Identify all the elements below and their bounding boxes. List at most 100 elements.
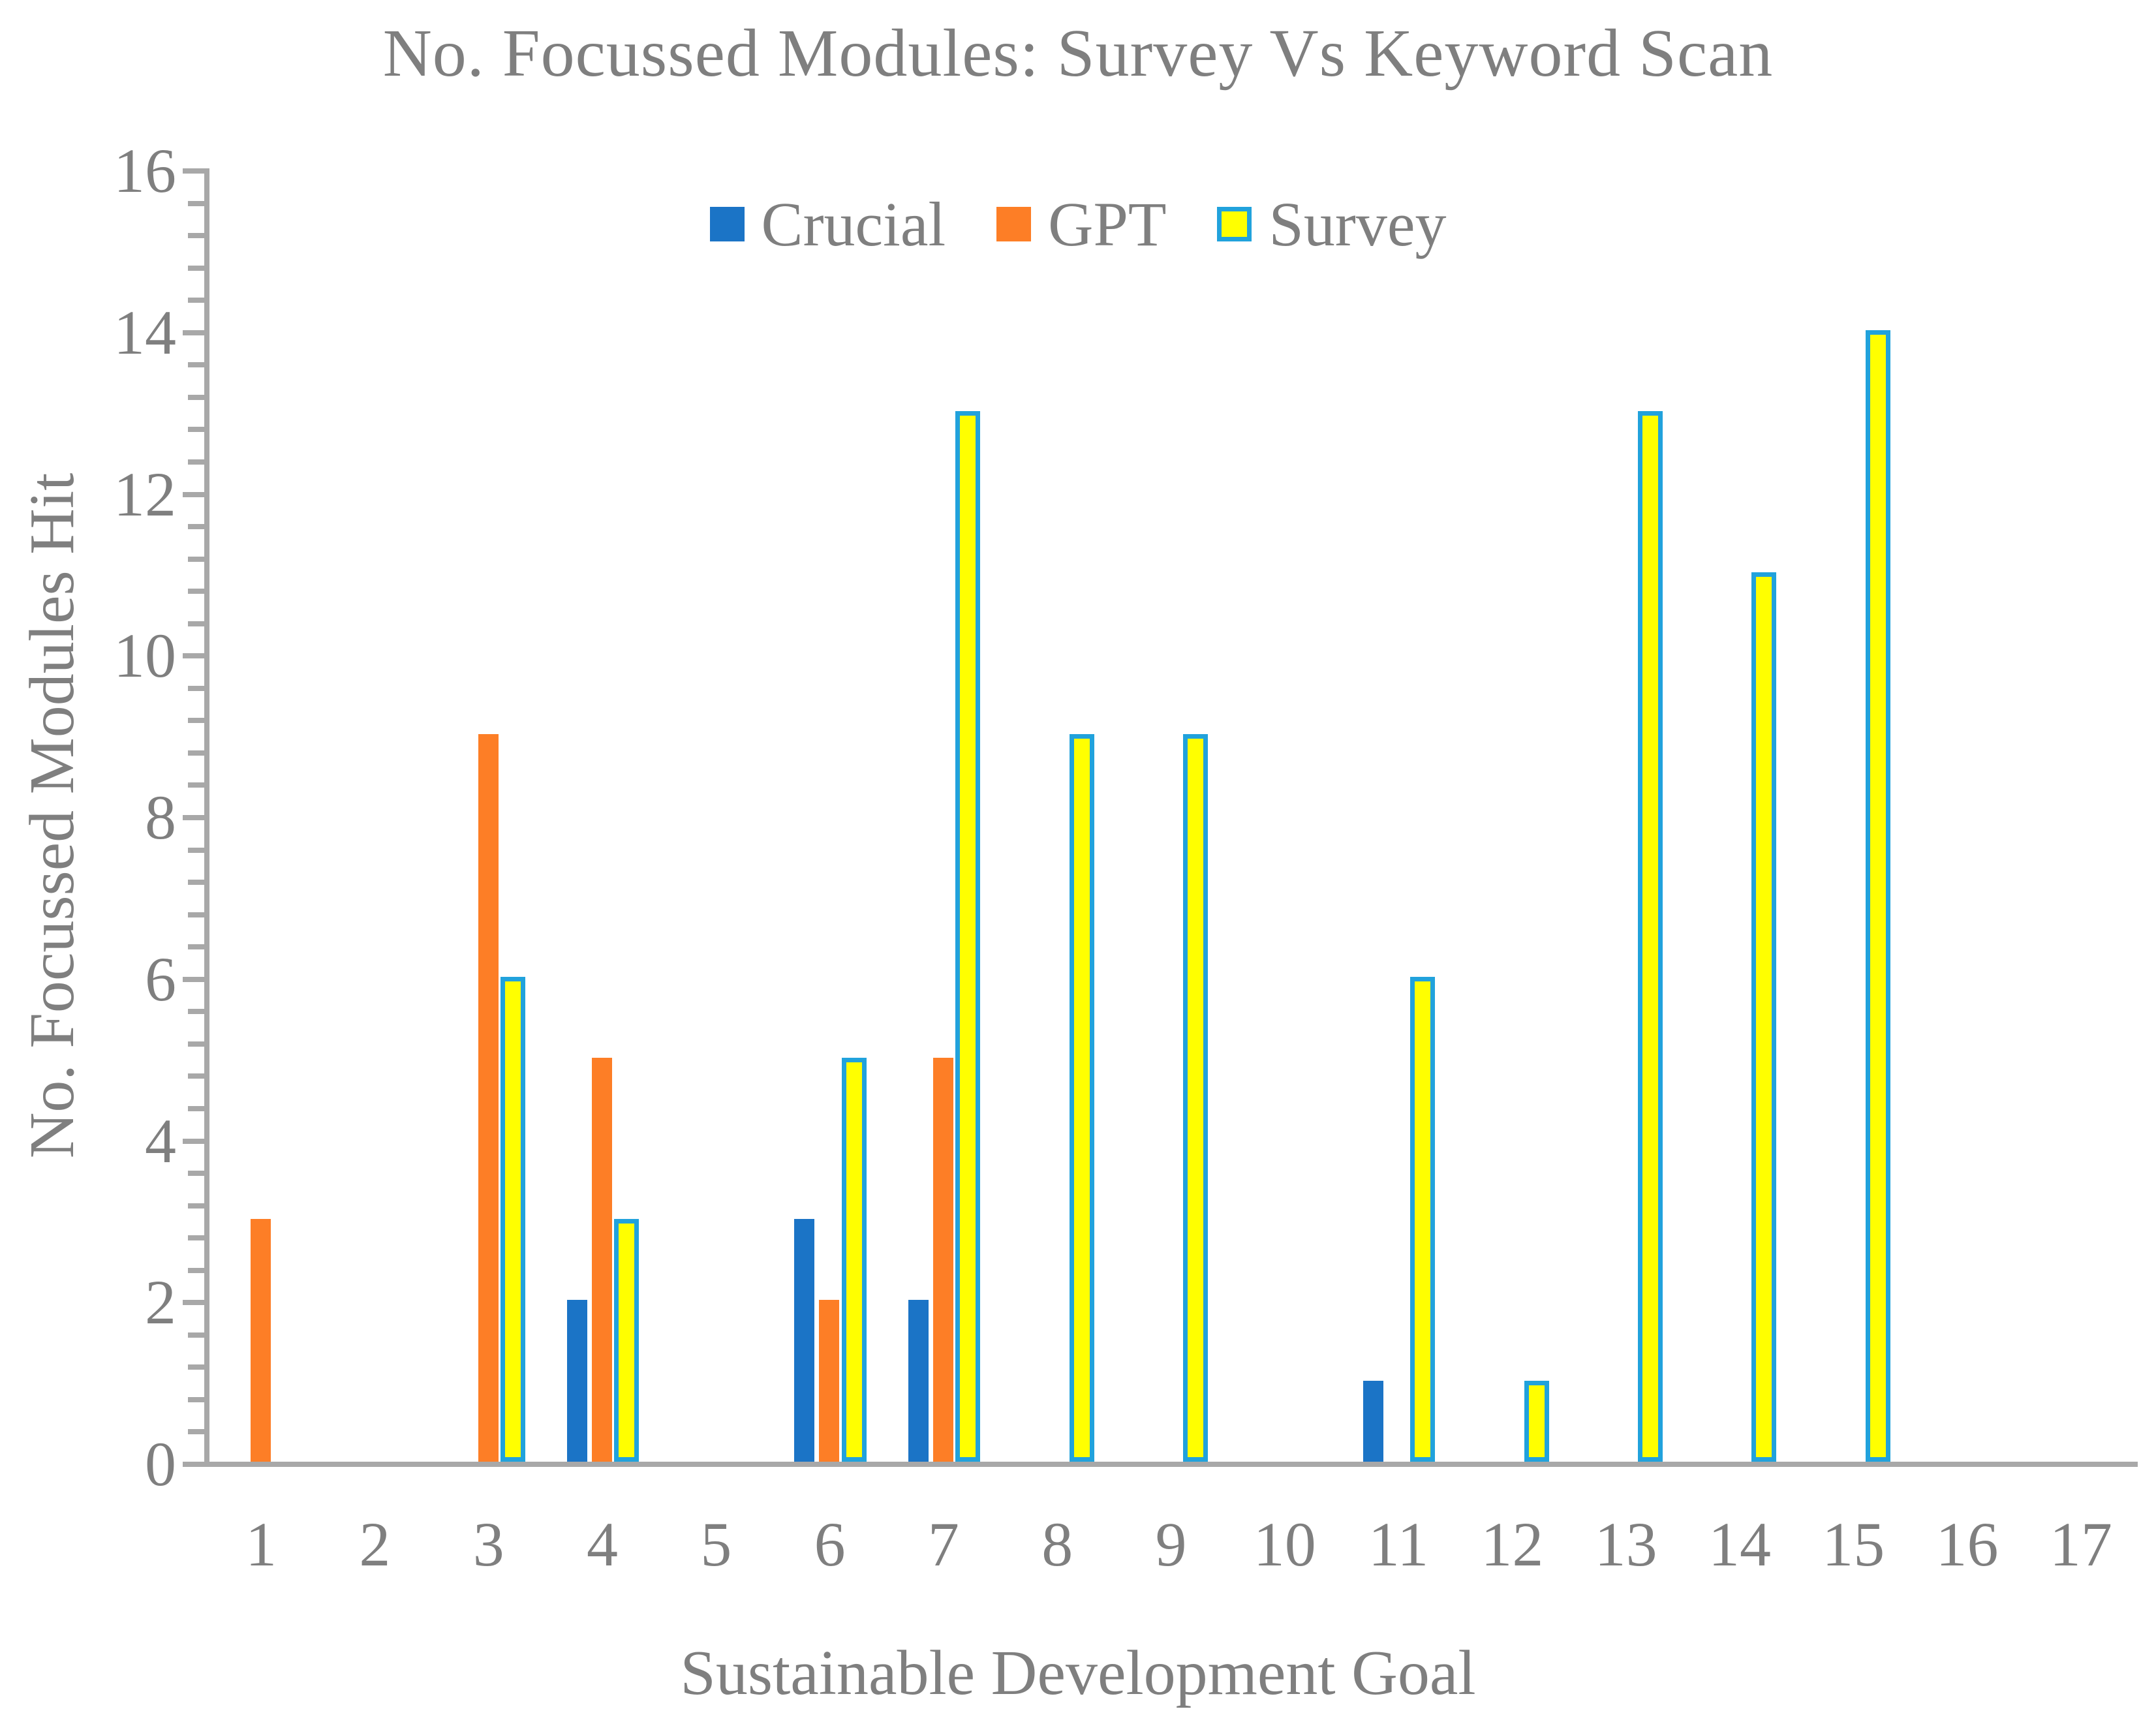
bar-survey-sdg9 <box>1182 734 1208 1462</box>
bar-survey-sdg12 <box>1524 1381 1549 1462</box>
legend-swatch-survey <box>1217 206 1252 241</box>
x-tick-label-6: 6 <box>814 1509 846 1579</box>
legend-label-survey: Survey <box>1269 189 1447 259</box>
y-minor-tick <box>188 750 204 756</box>
bar-gpt-sdg6 <box>819 1300 840 1462</box>
y-minor-tick <box>188 912 204 917</box>
y-minor-tick <box>188 298 204 303</box>
y-minor-tick <box>188 394 204 400</box>
legend-item-gpt: GPT <box>996 188 1166 260</box>
y-major-tick <box>183 168 204 174</box>
y-minor-tick <box>188 1203 204 1209</box>
bar-survey-sdg15 <box>1865 330 1890 1462</box>
y-minor-tick <box>188 1396 204 1402</box>
bar-survey-sdg8 <box>1069 734 1094 1462</box>
y-minor-tick <box>188 1267 204 1273</box>
y-minor-tick <box>188 362 204 368</box>
bar-survey-sdg14 <box>1751 572 1777 1462</box>
x-tick-label-14: 14 <box>1708 1509 1771 1579</box>
legend-item-crucial: Crucial <box>709 188 946 260</box>
y-major-tick <box>183 330 204 335</box>
x-axis-line <box>183 1462 2138 1467</box>
y-minor-tick <box>188 1332 204 1338</box>
bar-survey-sdg3 <box>501 976 526 1462</box>
x-tick-label-3: 3 <box>472 1509 504 1579</box>
x-tick-label-4: 4 <box>587 1509 619 1579</box>
y-tick-label-14: 14 <box>114 297 176 367</box>
x-tick-label-13: 13 <box>1594 1509 1657 1579</box>
bar-gpt-sdg4 <box>591 1057 612 1462</box>
y-tick-label-8: 8 <box>145 782 176 852</box>
y-minor-tick <box>188 265 204 271</box>
x-tick-label-1: 1 <box>245 1509 277 1579</box>
y-minor-tick <box>188 427 204 433</box>
x-tick-label-10: 10 <box>1253 1509 1316 1579</box>
y-major-tick <box>183 976 204 982</box>
y-tick-label-0: 0 <box>145 1429 176 1499</box>
y-minor-tick <box>188 524 204 530</box>
y-axis-line <box>204 168 209 1467</box>
legend-swatch-gpt <box>996 206 1032 241</box>
legend: Crucial GPT Survey <box>0 188 2156 260</box>
bar-crucial-sdg4 <box>566 1300 587 1462</box>
y-minor-tick <box>188 589 204 594</box>
y-minor-tick <box>188 1429 204 1435</box>
bar-gpt-sdg3 <box>478 734 499 1462</box>
legend-label-gpt: GPT <box>1048 189 1167 259</box>
x-tick-label-17: 17 <box>2049 1509 2112 1579</box>
y-major-tick <box>183 491 204 497</box>
y-minor-tick <box>188 459 204 465</box>
y-tick-label-6: 6 <box>145 944 176 1014</box>
x-tick-label-9: 9 <box>1155 1509 1187 1579</box>
y-minor-tick <box>188 944 204 950</box>
y-minor-tick <box>188 1171 204 1177</box>
y-minor-tick <box>188 1073 204 1079</box>
bar-crucial-sdg11 <box>1363 1381 1383 1462</box>
legend-label-crucial: Crucial <box>761 189 946 259</box>
x-axis-title: Sustainable Development Goal <box>680 1638 1476 1708</box>
bar-survey-sdg7 <box>955 410 981 1462</box>
x-tick-label-2: 2 <box>359 1509 391 1579</box>
bar-gpt-sdg7 <box>932 1057 953 1462</box>
y-minor-tick <box>188 1364 204 1370</box>
y-minor-tick <box>188 200 204 206</box>
y-tick-label-4: 4 <box>145 1105 176 1176</box>
y-minor-tick <box>188 556 204 562</box>
y-major-tick <box>183 1462 204 1467</box>
bar-survey-sdg4 <box>614 1219 639 1462</box>
y-minor-tick <box>188 685 204 691</box>
y-tick-label-10: 10 <box>114 621 176 691</box>
x-tick-label-16: 16 <box>1935 1509 1999 1579</box>
y-minor-tick <box>188 233 204 239</box>
bar-crucial-sdg6 <box>794 1219 815 1462</box>
y-major-tick <box>183 1300 204 1306</box>
y-minor-tick <box>188 1041 204 1047</box>
x-tick-label-11: 11 <box>1368 1509 1429 1579</box>
y-major-tick <box>183 815 204 820</box>
y-major-tick <box>183 653 204 659</box>
y-minor-tick <box>188 880 204 885</box>
bar-survey-sdg6 <box>841 1057 867 1462</box>
y-minor-tick <box>188 782 204 788</box>
y-tick-label-12: 12 <box>114 459 176 529</box>
x-tick-label-8: 8 <box>1041 1509 1073 1579</box>
x-tick-label-5: 5 <box>700 1509 732 1579</box>
y-minor-tick <box>188 1009 204 1015</box>
bar-survey-sdg13 <box>1638 410 1663 1462</box>
y-minor-tick <box>188 847 204 853</box>
y-tick-label-2: 2 <box>145 1267 176 1338</box>
chart-title: No. Focussed Modules: Survey Vs Keyword … <box>382 16 1774 91</box>
x-tick-label-15: 15 <box>1822 1509 1885 1579</box>
x-tick-label-12: 12 <box>1481 1509 1544 1579</box>
y-minor-tick <box>188 621 204 626</box>
bar-gpt-sdg1 <box>251 1219 271 1462</box>
x-tick-label-7: 7 <box>927 1509 959 1579</box>
legend-item-survey: Survey <box>1217 188 1446 260</box>
y-major-tick <box>183 1138 204 1144</box>
legend-swatch-crucial <box>709 206 745 241</box>
bar-crucial-sdg7 <box>908 1300 929 1462</box>
bar-survey-sdg11 <box>1410 976 1436 1462</box>
y-tick-label-16: 16 <box>114 136 176 206</box>
y-minor-tick <box>188 718 204 724</box>
